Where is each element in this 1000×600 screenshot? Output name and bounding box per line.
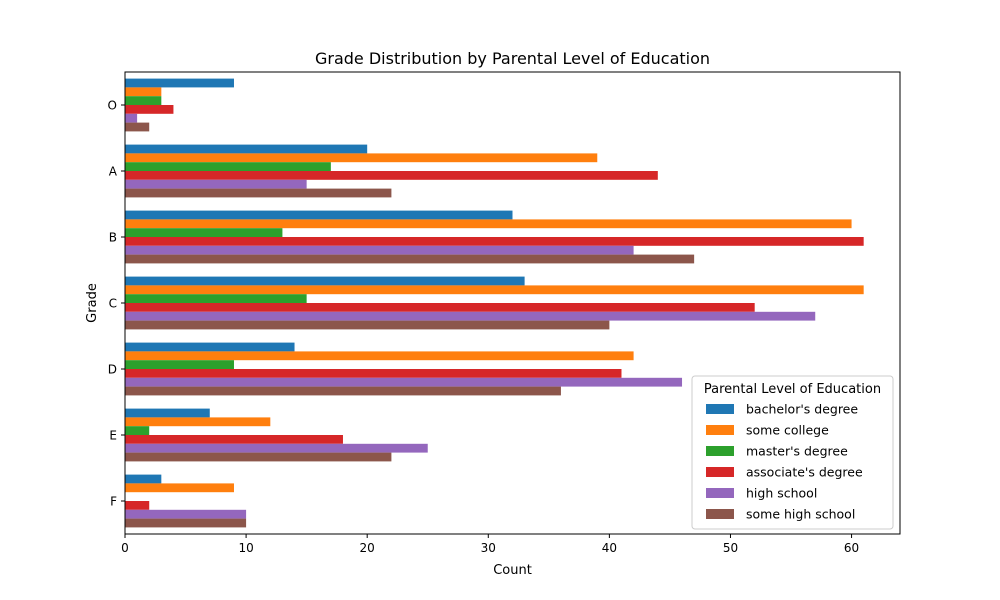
bar-D-4 <box>125 377 683 387</box>
bar-B-0 <box>125 210 513 220</box>
bar-F-4 <box>125 509 247 519</box>
bar-C-0 <box>125 276 525 286</box>
x-axis: 0 10 20 30 40 50 60 <box>121 534 859 555</box>
y-tick-label: E <box>109 429 117 443</box>
bar-C-4 <box>125 311 816 321</box>
bar-O-1 <box>125 87 162 97</box>
bar-B-3 <box>125 237 864 246</box>
legend-box <box>691 375 894 530</box>
y-tick-label: D <box>108 363 117 377</box>
x-tick-label: 40 <box>602 541 617 555</box>
legend-swatch <box>706 425 734 435</box>
x-tick-label: 50 <box>723 541 738 555</box>
bar-D-3 <box>125 369 622 378</box>
bar-B-4 <box>125 245 634 255</box>
bar-C-5 <box>125 320 610 330</box>
legend-label: some high school <box>746 507 855 522</box>
x-tick-label: 0 <box>121 541 129 555</box>
legend-swatch <box>706 488 734 498</box>
legend-swatch <box>706 509 734 519</box>
bar-O-5 <box>125 122 150 132</box>
bar-E-0 <box>125 408 210 418</box>
legend-label: high school <box>746 486 817 501</box>
x-tick-label: 60 <box>844 541 859 555</box>
bar-E-3 <box>125 435 343 444</box>
legend-swatch <box>706 446 734 456</box>
legend-label: master's degree <box>746 444 848 459</box>
bars-layer <box>125 78 864 528</box>
y-tick-label: A <box>109 165 118 179</box>
bar-F-0 <box>125 474 162 484</box>
bar-O-0 <box>125 78 234 88</box>
legend-swatch <box>706 467 734 477</box>
bar-F-3 <box>125 501 150 510</box>
bar-E-5 <box>125 452 392 462</box>
bar-E-2 <box>125 426 150 435</box>
legend-label: bachelor's degree <box>746 402 858 417</box>
bar-O-2 <box>125 96 162 105</box>
bar-D-1 <box>125 351 634 361</box>
bar-F-5 <box>125 518 247 528</box>
y-tick-label: B <box>109 231 117 245</box>
legend-label: associate's degree <box>746 465 863 480</box>
bar-A-4 <box>125 179 307 189</box>
bar-B-5 <box>125 254 695 264</box>
bar-O-4 <box>125 113 138 123</box>
bar-D-0 <box>125 342 295 352</box>
legend: Parental Level of Education bachelor's d… <box>691 375 894 530</box>
bar-A-1 <box>125 153 598 163</box>
bar-F-1 <box>125 483 234 493</box>
bar-O-3 <box>125 105 174 114</box>
bar-A-5 <box>125 188 392 198</box>
bar-C-1 <box>125 285 864 295</box>
y-tick-label: F <box>110 495 117 509</box>
bar-D-5 <box>125 386 561 396</box>
y-axis: O A B C D E F <box>108 99 125 509</box>
y-tick-label: O <box>108 99 117 113</box>
bar-B-1 <box>125 219 852 229</box>
y-tick-label: C <box>109 297 117 311</box>
x-tick-label: 30 <box>481 541 496 555</box>
x-tick-label: 20 <box>360 541 375 555</box>
x-axis-label: Count <box>493 563 532 578</box>
bar-D-2 <box>125 360 234 369</box>
y-axis-label: Grade <box>85 283 100 323</box>
bar-A-0 <box>125 144 368 154</box>
bar-B-2 <box>125 228 283 237</box>
x-tick-label: 10 <box>238 541 253 555</box>
bar-A-2 <box>125 162 331 171</box>
bar-C-2 <box>125 294 307 303</box>
bar-C-3 <box>125 303 755 312</box>
bar-A-3 <box>125 171 658 180</box>
bar-E-1 <box>125 417 271 427</box>
legend-items: bachelor's degree some college master's de… <box>706 402 863 522</box>
chart-title: Grade Distribution by Parental Level of … <box>315 49 710 68</box>
bar-E-4 <box>125 443 428 453</box>
legend-title: Parental Level of Education <box>704 382 881 397</box>
legend-swatch <box>706 404 734 414</box>
legend-label: some college <box>746 423 829 438</box>
